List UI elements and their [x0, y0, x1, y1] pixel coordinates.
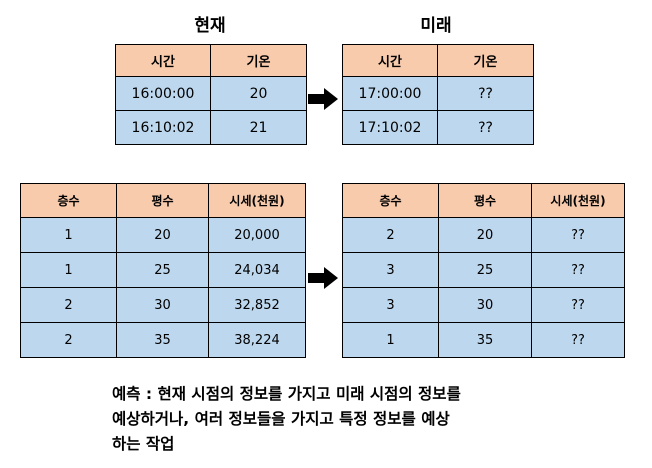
table-cell: ??	[531, 322, 625, 358]
table-cell: 3	[342, 252, 439, 288]
table-cell: 24,034	[208, 252, 306, 288]
table-cell: ??	[531, 252, 625, 288]
caption-line: 예상하거나, 여러 정보들을 가지고 특정 정보를 예상	[112, 410, 450, 428]
table-cell: ??	[531, 287, 625, 323]
header-cell: 평수	[438, 183, 532, 218]
present-price-table: 층수 평수 시세(천원) 1 20 20,000 1 25 24,034 2 3…	[20, 183, 306, 358]
header-cell: 시간	[115, 44, 211, 77]
header-cell: 기온	[210, 44, 307, 77]
table-cell: 16:00:00	[115, 76, 211, 111]
header-cell: 평수	[116, 183, 209, 218]
present-temperature-table: 시간 기온 16:00:00 20 16:10:02 21	[115, 44, 307, 145]
table-cell: 35	[438, 322, 532, 358]
future-title: 미래	[420, 16, 452, 36]
table-cell: 20	[438, 217, 532, 253]
table-cell: 35	[116, 322, 209, 358]
table-cell: 20,000	[208, 217, 306, 253]
right-arrow-icon	[308, 88, 338, 110]
table-cell: 38,224	[208, 322, 306, 358]
header-cell: 시간	[342, 44, 438, 77]
table-cell: ??	[437, 110, 534, 145]
caption-line: 하는 작업	[112, 435, 175, 453]
table-cell: 30	[438, 287, 532, 323]
table-cell: 1	[20, 217, 117, 253]
header-cell: 시세(천원)	[531, 183, 625, 218]
table-cell: ??	[437, 76, 534, 111]
table-cell: 21	[210, 110, 307, 145]
table-cell: 25	[438, 252, 532, 288]
table-cell: 1	[20, 252, 117, 288]
table-cell: 20	[116, 217, 209, 253]
table-cell: ??	[531, 217, 625, 253]
table-cell: 25	[116, 252, 209, 288]
table-cell: 3	[342, 287, 439, 323]
table-cell: 1	[342, 322, 439, 358]
future-temperature-table: 시간 기온 17:00:00 ?? 17:10:02 ??	[342, 44, 534, 145]
header-cell: 층수	[342, 183, 439, 218]
header-cell: 시세(천원)	[208, 183, 306, 218]
table-cell: 16:10:02	[115, 110, 211, 145]
table-cell: 2	[20, 287, 117, 323]
table-cell: 32,852	[208, 287, 306, 323]
prediction-definition-text: 예측 : 현재 시점의 정보를 가지고 미래 시점의 정보를 예상하거나, 여러…	[112, 382, 562, 457]
present-title: 현재	[194, 16, 226, 36]
table-cell: 17:00:00	[342, 76, 438, 111]
header-cell: 층수	[20, 183, 117, 218]
caption-line: 예측 : 현재 시점의 정보를 가지고 미래 시점의 정보를	[112, 385, 461, 403]
table-cell: 17:10:02	[342, 110, 438, 145]
table-cell: 2	[342, 217, 439, 253]
table-cell: 20	[210, 76, 307, 111]
table-cell: 2	[20, 322, 117, 358]
header-cell: 기온	[437, 44, 534, 77]
table-cell: 30	[116, 287, 209, 323]
future-price-table: 층수 평수 시세(천원) 2 20 ?? 3 25 ?? 3 30 ?? 1 3…	[342, 183, 625, 358]
right-arrow-icon	[308, 267, 338, 289]
